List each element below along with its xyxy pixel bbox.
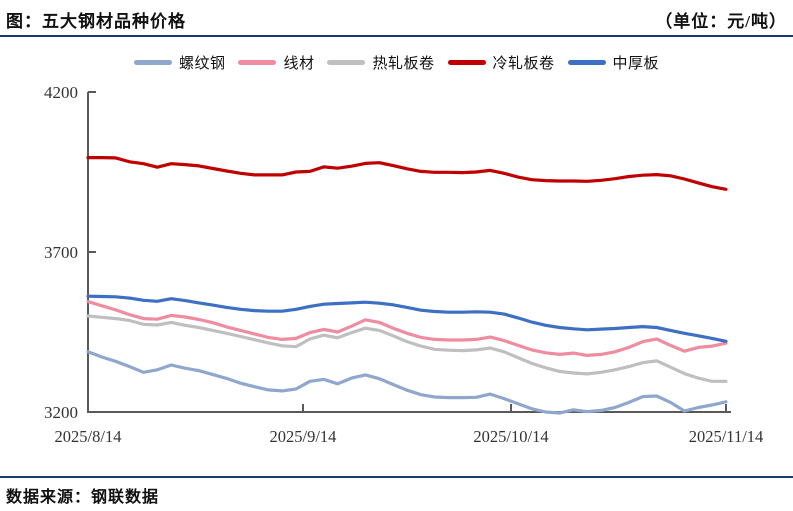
x-axis-tick-label: 2025/9/14 [270, 427, 337, 446]
legend-item: 线材 [238, 52, 314, 73]
series-line-螺纹钢 [86, 350, 728, 415]
series-line-冷轧板卷 [86, 155, 728, 191]
series-line-线材 [86, 300, 728, 357]
x-axis-tick-label: 2025/10/14 [473, 427, 548, 446]
x-axis-tick-label: 2025/8/14 [55, 427, 122, 446]
legend-line-swatch-icon [238, 60, 277, 65]
legend-line-swatch-icon [133, 60, 172, 65]
legend-label: 冷轧板卷 [492, 56, 555, 72]
page-title: 图：五大钢材品种价格 [6, 12, 186, 31]
legend-label: 热轧板卷 [372, 56, 435, 72]
chart-legend: 螺纹钢 线材 热轧板卷 冷轧板卷 中厚板 [0, 52, 793, 73]
y-axis-tick-label: 4200 [44, 83, 78, 102]
legend-label: 中厚板 [612, 56, 660, 72]
legend-line-swatch-icon [567, 60, 606, 65]
x-axis-tick-label: 2025/11/14 [689, 427, 764, 446]
chart-footer: 数据来源：钢联数据 [0, 476, 793, 507]
series-line-中厚板 [86, 294, 728, 343]
legend-item: 冷轧板卷 [447, 52, 555, 73]
legend-item: 螺纹钢 [133, 52, 226, 73]
y-axis-tick-label: 3200 [44, 403, 78, 422]
legend-line-swatch-icon [447, 60, 486, 65]
legend-label: 线材 [283, 56, 315, 72]
unit-label: （单位：元/吨） [655, 12, 787, 31]
series-line-热轧板卷 [86, 314, 728, 383]
y-axis-tick-label: 3700 [44, 243, 78, 262]
price-line-chart: 4200 3700 3200 2025/8/14 2025/9/14 2025/10/14… [44, 83, 764, 446]
legend-item: 热轧板卷 [327, 52, 434, 73]
data-source-label: 数据来源：钢联数据 [6, 489, 160, 506]
chart-header: 图：五大钢材品种价格 （单位：元/吨） [0, 0, 793, 37]
legend-line-swatch-icon [327, 60, 366, 65]
legend-item: 中厚板 [567, 52, 660, 73]
legend-label: 螺纹钢 [178, 56, 226, 72]
